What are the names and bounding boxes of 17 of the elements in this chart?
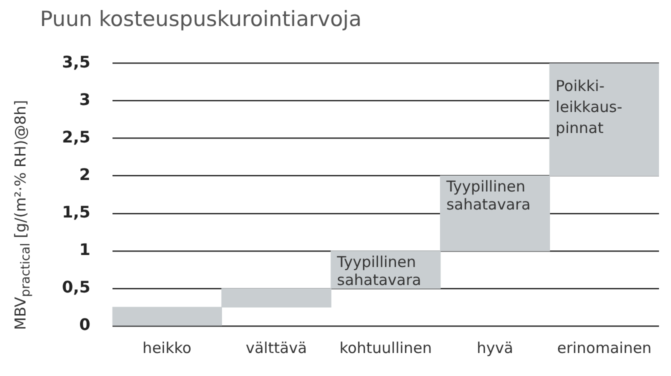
x-tick-label: erinomainen — [557, 338, 652, 357]
chart-title: Puun kosteuspuskurointiarvoja — [40, 7, 362, 32]
x-tick-label: heikko — [142, 338, 192, 357]
y-tick-label: 3 — [79, 90, 90, 109]
y-tick-label: 0,5 — [62, 278, 90, 297]
y-tick-label: 0 — [79, 315, 90, 334]
annotation: Poikki- leikkaus- pinnat — [556, 77, 622, 138]
y-tick-label: 1,5 — [62, 202, 90, 222]
annotation: Tyypillinen sahatavara — [445, 178, 531, 214]
y-tick-label: 2,5 — [62, 127, 90, 146]
y-tick-label: 3,5 — [62, 52, 90, 72]
annotation: Tyypillinen sahatavara — [336, 252, 422, 289]
x-tick-label: välttävä — [246, 338, 307, 357]
x-tick-label: hyvä — [476, 338, 514, 357]
y-tick-label: 1 — [79, 240, 90, 260]
y-tick-label: 2 — [79, 164, 90, 184]
x-tick-label: kohtuullinen — [339, 338, 432, 357]
